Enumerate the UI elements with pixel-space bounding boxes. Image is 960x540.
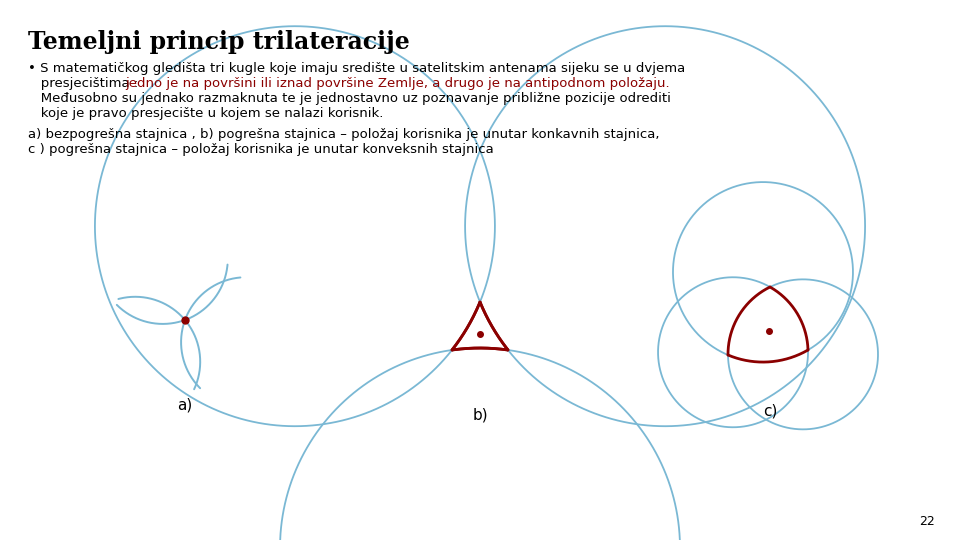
Text: a): a): [178, 398, 193, 413]
Text: jedno je na površini ili iznad površine Zemlje, a drugo je na antipodnom položaj: jedno je na površini ili iznad površine …: [125, 77, 670, 90]
Text: Temeljni princip trilateracije: Temeljni princip trilateracije: [28, 30, 410, 54]
Text: a) bezpogrešna stajnica , b) pogrešna stajnica – položaj korisnika je unutar kon: a) bezpogrešna stajnica , b) pogrešna st…: [28, 128, 660, 141]
Text: koje je pravo presjecište u kojem se nalazi korisnik.: koje je pravo presjecište u kojem se nal…: [28, 107, 383, 120]
Text: c): c): [763, 403, 778, 418]
Text: b): b): [472, 408, 488, 423]
Text: presjecištima :: presjecištima :: [28, 77, 147, 90]
Text: c ) pogrešna stajnica – položaj korisnika je unutar konveksnih stajnica: c ) pogrešna stajnica – položaj korisnik…: [28, 143, 493, 156]
Text: Međusobno su jednako razmaknuta te je jednostavno uz poznavanje približne pozici: Međusobno su jednako razmaknuta te je je…: [28, 92, 671, 105]
Text: 22: 22: [920, 515, 935, 528]
Text: • S matematičkog gledišta tri kugle koje imaju središte u satelitskim antenama s: • S matematičkog gledišta tri kugle koje…: [28, 62, 685, 75]
